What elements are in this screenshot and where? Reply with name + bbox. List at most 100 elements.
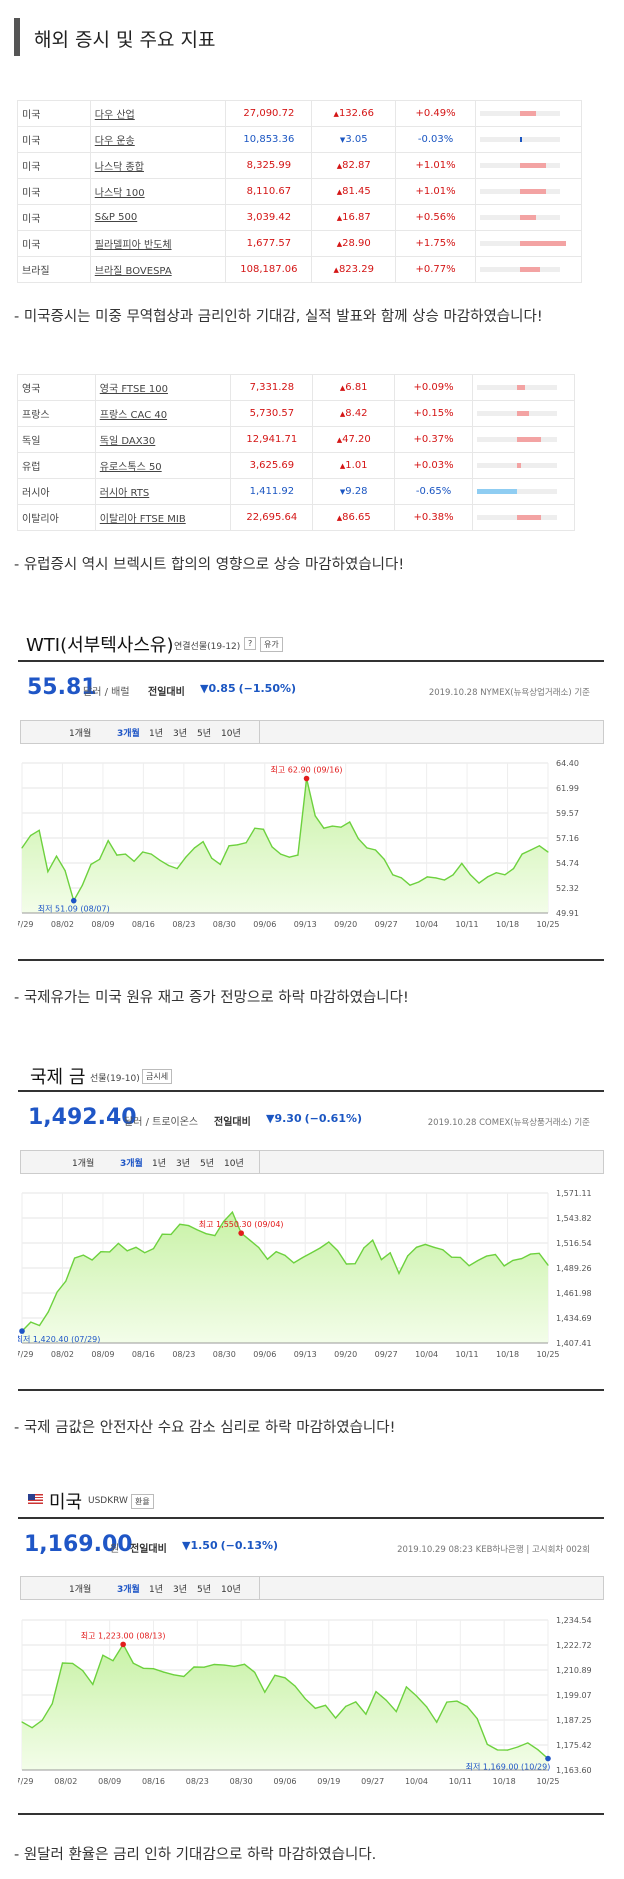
y-tick-label: 1,407.41 (556, 1339, 592, 1348)
data-point (245, 842, 247, 844)
change-bar-cell (472, 374, 575, 401)
tab-1개월[interactable]: 1개월 (72, 1159, 95, 1169)
tab-3년[interactable]: 3년 (173, 729, 188, 739)
tab-10년[interactable]: 10년 (221, 1585, 241, 1595)
data-point (331, 825, 334, 827)
gold-note: - 국제 금값은 안전자산 수요 감소 심리로 하락 마감하였습니다! (14, 1420, 396, 1436)
data-point (521, 853, 523, 855)
data-point (223, 1220, 225, 1223)
x-tick-label: 08/02 (54, 1777, 77, 1786)
x-tick-label: 08/23 (186, 1777, 209, 1786)
tag-button[interactable]: 금시세 (142, 1069, 173, 1084)
data-point (426, 1706, 428, 1708)
x-tick-label: 09/20 (334, 1350, 357, 1359)
tab-1년[interactable]: 1년 (149, 729, 164, 739)
y-tick-label: 1,163.60 (556, 1766, 592, 1775)
tab-3개월[interactable]: 3개월 (120, 1159, 143, 1169)
tag-button[interactable]: 환율 (131, 1494, 154, 1509)
data-point (517, 1746, 519, 1748)
change-bar (480, 188, 561, 194)
data-point (30, 1321, 32, 1323)
data-point (495, 872, 497, 874)
tab-3개월[interactable]: 3개월 (117, 729, 140, 739)
tab-5년[interactable]: 5년 (197, 1585, 212, 1595)
index-name-link[interactable]: S&P 500 (89, 204, 227, 231)
tab-10년[interactable]: 10년 (221, 729, 241, 739)
us-flag-icon (28, 1494, 43, 1504)
data-point (65, 1280, 67, 1282)
index-name-link[interactable]: 나스닥 종합 (89, 152, 227, 179)
tab-3년[interactable]: 3년 (176, 1159, 191, 1169)
index-name-link[interactable]: 이탈리아 FTSE MIB (94, 504, 232, 531)
section-header: 해외 증시 및 주요 지표 (14, 18, 414, 58)
down-triangle-icon: ▼ (200, 682, 209, 695)
index-name-link[interactable]: 영국 FTSE 100 (94, 374, 232, 401)
change-bar-fill (520, 240, 566, 246)
data-point (446, 1701, 448, 1703)
index-name-link[interactable]: 다우 운송 (89, 126, 227, 153)
tab-1년[interactable]: 1년 (152, 1159, 167, 1169)
down-triangle-icon: ▼ (339, 136, 346, 144)
low-marker (545, 1755, 551, 1762)
change-value: 82.87 (342, 160, 371, 171)
index-name-link[interactable]: 독일 DAX30 (94, 426, 232, 453)
data-point (254, 1671, 256, 1673)
data-point (51, 1703, 53, 1705)
country-cell: 독일 (17, 426, 96, 453)
tab-1개월[interactable]: 1개월 (69, 1585, 92, 1595)
y-tick-label: 1,175.42 (556, 1741, 592, 1750)
tab-1년[interactable]: 1년 (149, 1585, 164, 1595)
x-tick-label: 10/04 (415, 920, 438, 929)
change-amount: 9.30 (274, 1112, 302, 1125)
data-point (176, 867, 178, 870)
data-point (92, 1683, 94, 1685)
x-tick-label: 07/29 (18, 1777, 34, 1786)
price-cell: 27,090.72 (225, 100, 313, 127)
index-name-link[interactable]: 러시아 RTS (94, 478, 232, 505)
change-bar-cell (475, 230, 582, 257)
low-label: 최저 1,169.00 (10/29) (466, 1762, 551, 1772)
data-point (363, 1247, 365, 1249)
tab-1개월[interactable]: 1개월 (69, 729, 92, 739)
index-name-link[interactable]: 다우 산업 (89, 100, 227, 127)
percent-cell: +1.75% (395, 230, 477, 257)
index-name-link[interactable]: 나스닥 100 (89, 178, 227, 205)
percent-cell: +0.09% (394, 374, 474, 401)
data-point (30, 834, 32, 837)
tab-5년[interactable]: 5년 (200, 1159, 215, 1169)
x-tick-label: 08/16 (142, 1777, 165, 1786)
x-tick-label: 09/06 (253, 920, 276, 929)
data-point (231, 1211, 233, 1213)
tab-5년[interactable]: 5년 (197, 729, 212, 739)
low-label: 최저 51.09 (08/07) (38, 904, 110, 914)
index-name-link[interactable]: 유로스톡스 50 (94, 452, 232, 479)
x-tick-label: 09/19 (317, 1777, 340, 1786)
us-row: 미국 다우 산업 27,090.72 ▲132.66 +0.49% (17, 100, 582, 127)
eu-row: 러시아 러시아 RTS 1,411.92 ▼9.28 -0.65% (17, 478, 575, 505)
tab-3년[interactable]: 3년 (173, 1585, 188, 1595)
data-point (452, 874, 454, 876)
index-name-link[interactable]: 브라질 BOVESPA (89, 256, 227, 283)
tab-10년[interactable]: 10년 (224, 1159, 244, 1169)
data-point (477, 1259, 479, 1262)
data-point (395, 1711, 397, 1713)
index-name-link[interactable]: 프랑스 CAC 40 (94, 400, 232, 427)
eu-index-table: 영국 영국 FTSE 100 7,331.28 ▲6.81 +0.09% 프랑스 프랑스 C… (17, 374, 575, 531)
tag-button[interactable]: 유가 (260, 637, 283, 652)
data-point (374, 849, 377, 851)
period-tabs: 1개월 3개월 1년 3년 5년 10년 (20, 720, 604, 744)
data-point (459, 1256, 461, 1259)
change-bar-fill (517, 436, 542, 442)
change-bar (477, 436, 558, 442)
data-point (132, 1662, 134, 1664)
up-triangle-icon: ▲ (339, 384, 346, 392)
index-name-link[interactable]: 필라델피아 반도체 (89, 230, 227, 257)
data-point (243, 1663, 246, 1665)
change-amount: 1.50 (190, 1539, 218, 1552)
help-icon[interactable]: ? (244, 637, 257, 650)
y-tick-label: 1,199.07 (556, 1691, 592, 1700)
tab-3개월[interactable]: 3개월 (117, 1585, 140, 1595)
change-bar-cell (472, 426, 575, 453)
chart-subtitle: 연결선물(19-12) (174, 642, 241, 652)
data-point (91, 1259, 93, 1261)
